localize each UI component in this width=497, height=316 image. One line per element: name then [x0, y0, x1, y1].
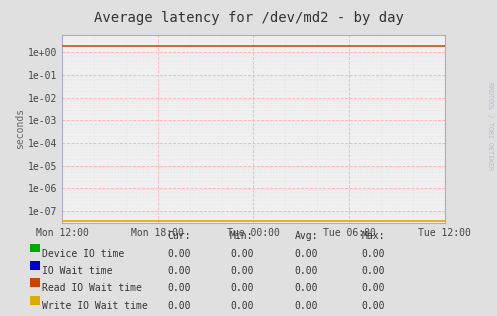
Text: 0.00: 0.00: [168, 283, 191, 294]
Text: 0.00: 0.00: [168, 249, 191, 259]
Text: 0.00: 0.00: [168, 266, 191, 276]
Text: 0.00: 0.00: [230, 301, 253, 311]
Text: Cur:: Cur:: [168, 231, 191, 241]
Text: 0.00: 0.00: [295, 266, 318, 276]
Text: RRDTOOL / TOBI OETIKER: RRDTOOL / TOBI OETIKER: [487, 82, 493, 170]
Text: Min:: Min:: [230, 231, 253, 241]
Text: 0.00: 0.00: [362, 283, 385, 294]
Text: 0.00: 0.00: [362, 249, 385, 259]
Text: 0.00: 0.00: [295, 301, 318, 311]
Text: 0.00: 0.00: [295, 283, 318, 294]
Text: 0.00: 0.00: [362, 301, 385, 311]
Text: 0.00: 0.00: [168, 301, 191, 311]
Text: Write IO Wait time: Write IO Wait time: [42, 301, 148, 311]
Text: 0.00: 0.00: [295, 249, 318, 259]
Text: Device IO time: Device IO time: [42, 249, 124, 259]
Text: 0.00: 0.00: [230, 266, 253, 276]
Text: 0.00: 0.00: [230, 249, 253, 259]
Text: 0.00: 0.00: [362, 266, 385, 276]
Y-axis label: seconds: seconds: [15, 108, 25, 149]
Text: Read IO Wait time: Read IO Wait time: [42, 283, 142, 294]
Text: Max:: Max:: [362, 231, 385, 241]
Text: 0.00: 0.00: [230, 283, 253, 294]
Text: Avg:: Avg:: [295, 231, 318, 241]
Text: Average latency for /dev/md2 - by day: Average latency for /dev/md2 - by day: [93, 11, 404, 25]
Text: IO Wait time: IO Wait time: [42, 266, 113, 276]
